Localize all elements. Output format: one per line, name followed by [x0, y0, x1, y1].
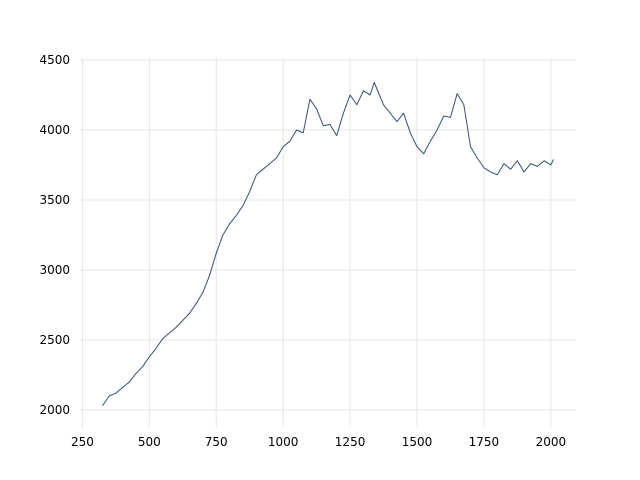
- x-tick-label: 1500: [402, 435, 433, 449]
- x-tick-label: 1250: [335, 435, 366, 449]
- x-tick-label: 250: [71, 435, 94, 449]
- y-tick-label: 3500: [39, 193, 70, 207]
- x-tick-label: 1000: [268, 435, 299, 449]
- x-tick-label: 2000: [536, 435, 567, 449]
- y-tick-label: 3000: [39, 263, 70, 277]
- y-tick-label: 4000: [39, 123, 70, 137]
- x-tick-label: 750: [205, 435, 228, 449]
- y-tick-label: 4500: [39, 53, 70, 67]
- data-line: [102, 81, 554, 407]
- y-tick-label: 2500: [39, 333, 70, 347]
- x-tick-label: 500: [138, 435, 161, 449]
- x-tick-label: 1750: [469, 435, 500, 449]
- y-tick-label: 2000: [39, 403, 70, 417]
